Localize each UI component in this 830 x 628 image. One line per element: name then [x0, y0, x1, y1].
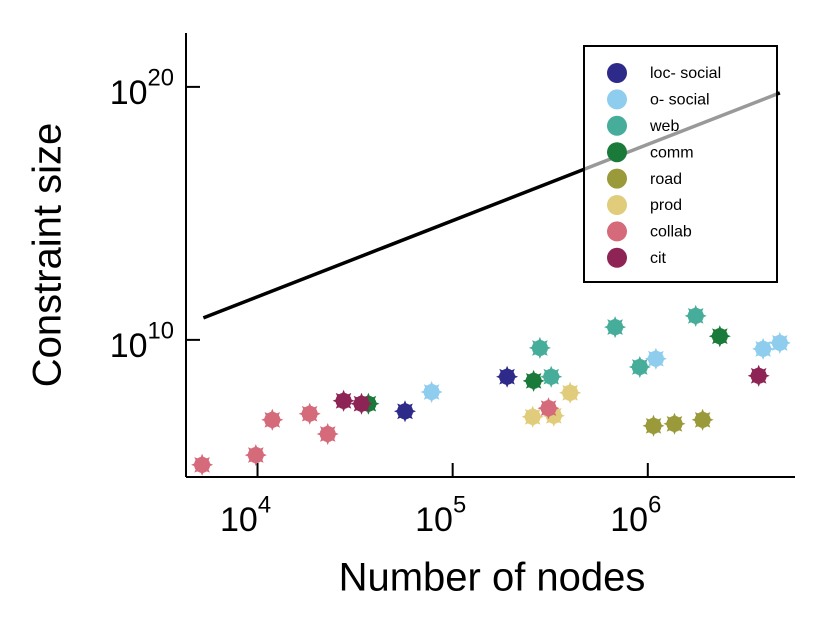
point-circle: [423, 384, 440, 401]
point: [298, 402, 321, 425]
y-axis-label: Constraint size: [26, 123, 70, 388]
point: [261, 408, 284, 431]
legend-label: prod: [650, 197, 682, 214]
point: [708, 325, 731, 348]
point-circle: [525, 372, 542, 389]
point: [642, 414, 665, 437]
point: [191, 453, 214, 476]
point-circle: [687, 307, 704, 324]
point: [691, 408, 714, 431]
legend-label: collab: [650, 224, 692, 241]
point: [663, 412, 686, 435]
point-circle: [562, 384, 579, 401]
point-circle: [194, 456, 211, 473]
point-circle: [524, 408, 541, 425]
x-axis-label: Number of nodes: [339, 556, 646, 600]
point-circle: [397, 403, 414, 420]
point: [559, 381, 582, 404]
point: [522, 369, 545, 392]
point-circle: [301, 405, 318, 422]
point: [684, 304, 707, 327]
legend-swatch: [607, 247, 627, 268]
tick-label: 106: [610, 492, 661, 539]
point-circle: [607, 319, 624, 336]
point: [420, 381, 443, 403]
point: [394, 400, 416, 423]
legend-label: loc- social: [650, 65, 721, 82]
legend-swatch: [607, 195, 627, 215]
legend-swatch: [607, 115, 627, 136]
point-circle: [319, 426, 336, 443]
legend-swatch: [607, 221, 627, 242]
tick-label: 1010: [110, 318, 174, 365]
legend-label: road: [650, 171, 682, 188]
point-circle: [353, 395, 370, 412]
point: [521, 405, 544, 428]
point-circle: [666, 415, 683, 432]
point: [628, 356, 651, 378]
point: [496, 365, 519, 388]
point-circle: [631, 358, 648, 375]
point-circle: [543, 368, 560, 385]
tick-label: 104: [220, 492, 271, 539]
point: [350, 392, 373, 415]
legend-box: [583, 45, 778, 283]
point: [604, 316, 627, 339]
point-circle: [645, 417, 662, 434]
legend-label: web: [649, 118, 679, 135]
point: [528, 336, 551, 359]
point: [316, 423, 339, 445]
tick-label: 1020: [110, 65, 174, 112]
legend-swatch: [607, 89, 627, 110]
point-circle: [264, 411, 281, 428]
point: [332, 389, 355, 412]
legend-swatch: [607, 63, 627, 83]
tick-label: 105: [415, 492, 466, 539]
point: [244, 444, 267, 467]
point-circle: [750, 367, 767, 384]
legend-label: comm: [650, 144, 694, 161]
point-circle: [647, 350, 664, 367]
point: [752, 337, 775, 360]
point: [537, 397, 560, 420]
point: [747, 364, 770, 387]
point-circle: [694, 411, 711, 428]
point: [644, 347, 667, 370]
legend-swatch: [607, 142, 627, 163]
point-circle: [540, 400, 557, 417]
legend-swatch: [607, 168, 627, 189]
legend-label: o- social: [650, 92, 710, 109]
point-circle: [755, 340, 772, 357]
point-circle: [335, 392, 352, 409]
point-circle: [711, 328, 728, 345]
legend-label: cit: [650, 250, 667, 267]
point-circle: [499, 368, 516, 385]
point-circle: [771, 334, 788, 351]
point: [540, 365, 563, 388]
point: [768, 331, 791, 354]
point-circle: [531, 339, 548, 356]
point-circle: [247, 447, 264, 464]
